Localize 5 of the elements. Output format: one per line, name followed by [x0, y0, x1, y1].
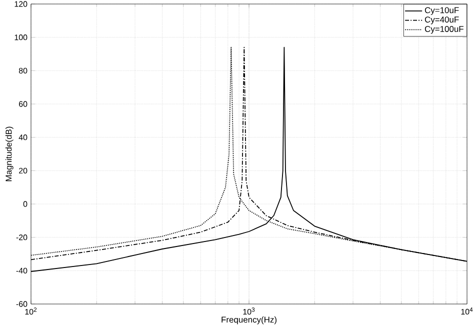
legend-label: Cy=100uF [424, 26, 464, 34]
y-axis-title: Magnitude(dB) [5, 126, 14, 182]
legend-label: Cy=40uF [424, 16, 459, 24]
legend-label: Cy=10uF [424, 7, 459, 15]
x-axis-title: Frequency(Hz) [222, 316, 276, 324]
